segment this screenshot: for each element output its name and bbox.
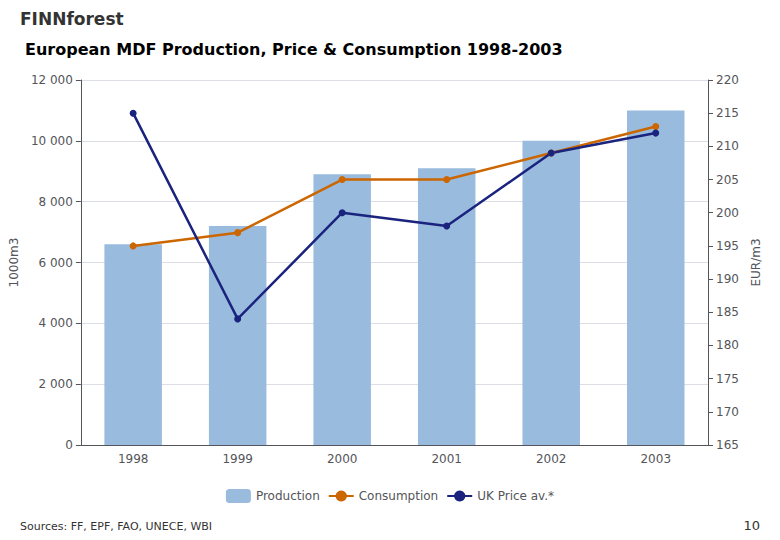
svg-text:185: 185 xyxy=(716,305,739,319)
svg-text:190: 190 xyxy=(716,272,739,286)
svg-text:Consumption: Consumption xyxy=(359,489,438,503)
svg-text:Production: Production xyxy=(256,489,320,503)
svg-text:2001: 2001 xyxy=(431,452,462,466)
svg-text:10 000: 10 000 xyxy=(31,134,73,148)
svg-text:6 000: 6 000 xyxy=(39,256,73,270)
svg-text:205: 205 xyxy=(716,173,739,187)
svg-text:2 000: 2 000 xyxy=(39,377,73,391)
svg-text:10: 10 xyxy=(743,518,760,533)
svg-text:12 000: 12 000 xyxy=(31,73,73,87)
svg-text:2003: 2003 xyxy=(640,452,671,466)
svg-text:1999: 1999 xyxy=(222,452,253,466)
svg-text:1000m3: 1000m3 xyxy=(7,238,21,288)
svg-text:165: 165 xyxy=(716,438,739,452)
svg-text:220: 220 xyxy=(716,73,739,87)
svg-text:195: 195 xyxy=(716,239,739,253)
svg-text:Sources: FF, EPF, FAO, UNECE,: Sources: FF, EPF, FAO, UNECE, WBI xyxy=(20,520,212,533)
svg-text:200: 200 xyxy=(716,206,739,220)
svg-text:EUR/m3: EUR/m3 xyxy=(749,238,763,286)
svg-text:170: 170 xyxy=(716,405,739,419)
svg-text:UK Price av.*: UK Price av.* xyxy=(477,489,554,503)
svg-text:4 000: 4 000 xyxy=(39,316,73,330)
svg-text:FINNforest: FINNforest xyxy=(20,9,124,29)
svg-text:European MDF Production, Price: European MDF Production, Price & Consump… xyxy=(25,40,563,59)
svg-text:1998: 1998 xyxy=(118,452,149,466)
svg-text:215: 215 xyxy=(716,106,739,120)
svg-text:180: 180 xyxy=(716,338,739,352)
svg-text:2002: 2002 xyxy=(536,452,567,466)
svg-text:0: 0 xyxy=(65,438,73,452)
svg-text:8 000: 8 000 xyxy=(39,195,73,209)
svg-text:175: 175 xyxy=(716,372,739,386)
svg-text:2000: 2000 xyxy=(327,452,358,466)
svg-text:210: 210 xyxy=(716,139,739,153)
